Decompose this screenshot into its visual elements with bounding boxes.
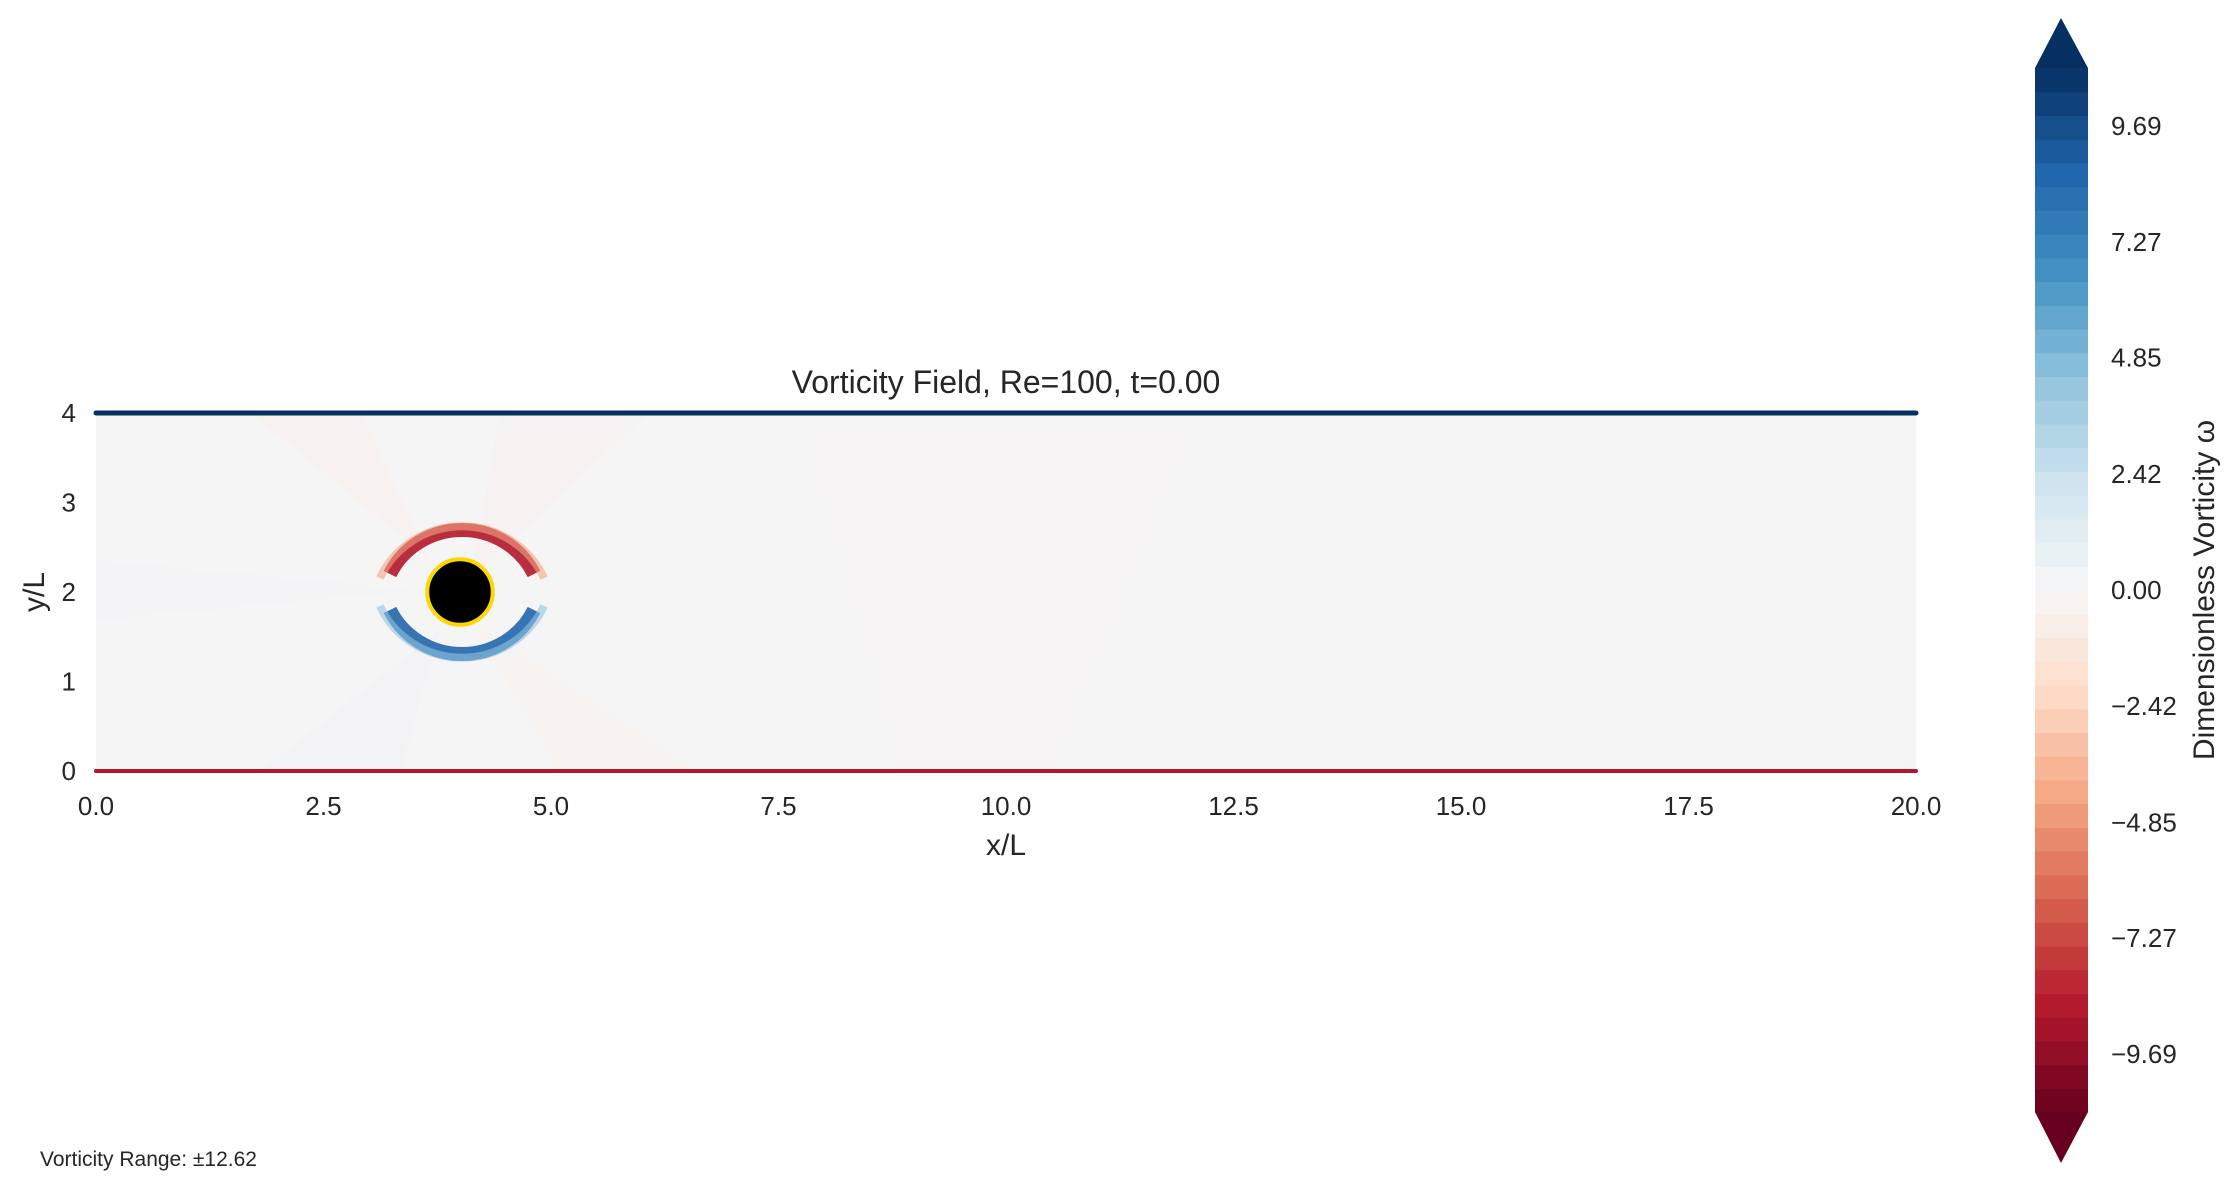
colorbar-band <box>2035 874 2088 900</box>
cylinder-obstacle <box>425 557 495 627</box>
x-tick-label: 10.0 <box>981 791 1032 821</box>
y-tick-label: 3 <box>62 488 76 518</box>
colorbar-band <box>2035 779 2088 805</box>
colorbar-band <box>2035 542 2088 567</box>
colorbar-band <box>2035 210 2088 235</box>
y-tick-label: 1 <box>62 667 76 697</box>
colorbar-band <box>2035 400 2088 425</box>
colorbar-band <box>2035 376 2088 401</box>
colorbar-band <box>2035 661 2088 686</box>
colorbar-extend-bottom <box>2035 1112 2088 1163</box>
colorbar-extend-top <box>2035 18 2088 68</box>
colorbar-tick-label: −2.42 <box>2111 691 2177 721</box>
x-tick-label: 7.5 <box>760 791 796 821</box>
y-axis-label: y/L <box>18 572 51 612</box>
colorbar-band <box>2035 827 2088 852</box>
colorbar-band <box>2035 423 2088 449</box>
colorbar-tick-label: −7.27 <box>2111 923 2177 953</box>
x-tick-label: 0.0 <box>78 791 114 821</box>
colorbar-tick-label: 9.69 <box>2111 111 2162 141</box>
colorbar-label: Dimensionless Vorticity ω <box>2188 420 2221 760</box>
colorbar-band <box>2035 115 2088 140</box>
colorbar-band <box>2035 1088 2088 1113</box>
colorbar-tick-label: 4.85 <box>2111 343 2162 373</box>
colorbar-band <box>2035 922 2088 947</box>
colorbar-band <box>2035 91 2088 117</box>
colorbar-band <box>2035 613 2088 639</box>
y-axis-ticks: 0 1 2 3 4 <box>62 398 76 786</box>
colorbar-band <box>2035 495 2088 520</box>
colorbar-band <box>2035 352 2088 378</box>
colorbar-band <box>2035 518 2088 544</box>
x-axis-label: x/L <box>986 829 1026 862</box>
y-tick-label: 4 <box>62 398 76 428</box>
colorbar-band <box>2035 162 2088 188</box>
colorbar-tick-label: 2.42 <box>2111 459 2162 489</box>
colorbar-band <box>2035 234 2088 259</box>
x-tick-label: 20.0 <box>1891 791 1942 821</box>
colorbar-band <box>2035 1017 2088 1042</box>
colorbar-band <box>2035 590 2088 615</box>
colorbar-band <box>2035 803 2088 828</box>
colorbar-ticks: 9.69 7.27 4.85 2.42 0.00 −2.42 −4.85 −7.27 −9.69 <box>2111 111 2177 1069</box>
x-tick-label: 12.5 <box>1208 791 1259 821</box>
colorbar-band <box>2035 756 2088 781</box>
colorbar-band <box>2035 186 2088 211</box>
field-texture <box>96 412 1200 772</box>
colorbar: 9.69 7.27 4.85 2.42 0.00 −2.42 −4.85 −7.27 −9.69… <box>2035 18 2221 1163</box>
colorbar-band <box>2035 447 2088 472</box>
chart-title: Vorticity Field, Re=100, t=0.00 <box>792 364 1221 400</box>
colorbar-band <box>2035 1040 2088 1066</box>
colorbar-band <box>2035 851 2088 876</box>
colorbar-bands <box>2035 68 2088 1113</box>
vorticity-range-note: Vorticity Range: ±12.62 <box>40 1148 257 1171</box>
colorbar-band <box>2035 257 2088 283</box>
plot-area <box>93 410 1919 773</box>
x-tick-label: 17.5 <box>1663 791 1714 821</box>
colorbar-band <box>2035 281 2088 306</box>
colorbar-band <box>2035 732 2088 757</box>
colorbar-band <box>2035 684 2088 710</box>
y-tick-label: 2 <box>62 577 76 607</box>
colorbar-band <box>2035 637 2088 662</box>
colorbar-tick-label: 0.00 <box>2111 575 2162 605</box>
y-tick-label: 0 <box>62 756 76 786</box>
colorbar-band <box>2035 1064 2088 1089</box>
obstacle-halo <box>376 522 548 662</box>
colorbar-band <box>2035 471 2088 496</box>
colorbar-band <box>2035 139 2088 164</box>
colorbar-band <box>2035 68 2088 93</box>
colorbar-tick-label: 7.27 <box>2111 227 2162 257</box>
colorbar-band <box>2035 969 2088 994</box>
colorbar-tick-label: −9.69 <box>2111 1039 2177 1069</box>
colorbar-band <box>2035 993 2088 1018</box>
colorbar-band <box>2035 329 2088 354</box>
colorbar-band <box>2035 566 2088 591</box>
x-tick-label: 5.0 <box>533 791 569 821</box>
colorbar-band <box>2035 945 2088 971</box>
x-axis-ticks: 0.0 2.5 5.0 7.5 10.0 12.5 15.0 17.5 20.0 <box>78 791 1941 821</box>
x-tick-label: 2.5 <box>305 791 341 821</box>
colorbar-band <box>2035 898 2088 923</box>
colorbar-band <box>2035 708 2088 733</box>
colorbar-tick-label: −4.85 <box>2111 807 2177 837</box>
colorbar-band <box>2035 305 2088 330</box>
x-tick-label: 15.0 <box>1436 791 1487 821</box>
